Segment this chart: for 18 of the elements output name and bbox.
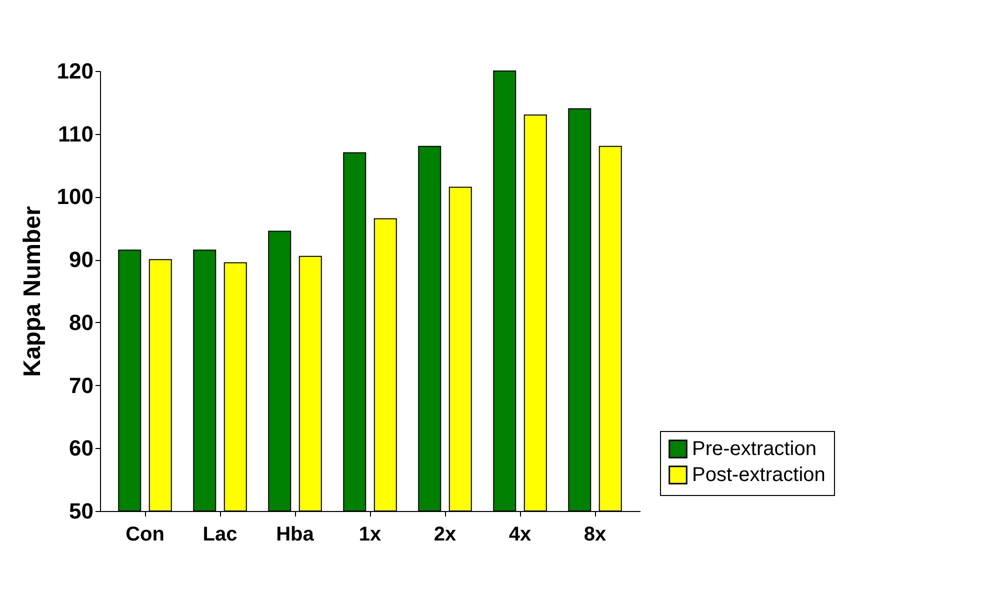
x-tick-label: 8x	[584, 524, 606, 546]
y-tick-label: 100	[56, 184, 94, 210]
y-tick-label: 120	[56, 58, 94, 84]
x-tick-label: 2x	[434, 524, 456, 546]
y-tick-label: 90	[69, 247, 94, 272]
y-tick-label: 60	[69, 436, 94, 461]
x-tick-label: Con	[126, 524, 164, 546]
legend-label: Post-extraction	[692, 464, 826, 486]
y-tick-label: 70	[69, 372, 94, 398]
legend-label: Pre-extraction	[692, 438, 816, 460]
x-tick-label: 4x	[508, 524, 532, 546]
y-axis-title: Kappa Number	[18, 206, 46, 377]
x-tick-label: Hba	[276, 524, 315, 546]
y-tick-label: 50	[69, 498, 94, 524]
x-tick-label: 1x	[358, 524, 382, 546]
y-tick-label: 110	[58, 121, 94, 146]
y-tick-label: 80	[69, 310, 94, 335]
x-tick-label: Lac	[202, 524, 238, 546]
